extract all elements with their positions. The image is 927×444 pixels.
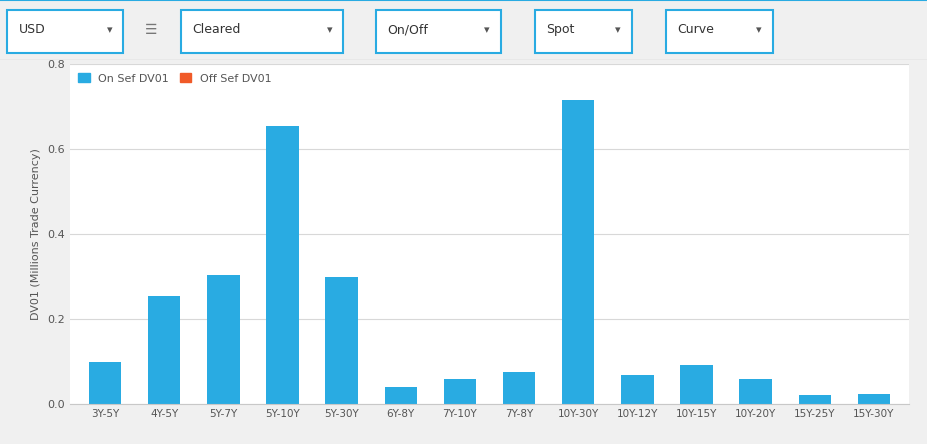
Text: Spot: Spot	[545, 24, 574, 36]
Bar	[562, 100, 594, 404]
Text: USD: USD	[19, 24, 45, 36]
Text: Cleared: Cleared	[192, 24, 240, 36]
Text: ▾: ▾	[107, 25, 112, 35]
Text: ▾: ▾	[615, 25, 620, 35]
Text: ▾: ▾	[326, 25, 332, 35]
FancyBboxPatch shape	[666, 10, 772, 53]
Bar	[798, 395, 831, 404]
Bar	[207, 274, 239, 404]
Bar	[502, 372, 535, 404]
Text: ▾: ▾	[756, 25, 761, 35]
Text: ☰: ☰	[145, 23, 158, 37]
Bar	[147, 296, 180, 404]
Text: On/Off: On/Off	[387, 24, 427, 36]
FancyBboxPatch shape	[181, 10, 343, 53]
Bar	[679, 365, 712, 404]
FancyBboxPatch shape	[534, 10, 631, 53]
Y-axis label: DV01 (Millions Trade Currency): DV01 (Millions Trade Currency)	[32, 148, 42, 320]
FancyBboxPatch shape	[375, 10, 501, 53]
Bar	[620, 375, 653, 404]
Bar	[266, 126, 298, 404]
Bar	[443, 380, 476, 404]
Text: ▾: ▾	[484, 25, 489, 35]
Legend: On Sef DV01, Off Sef DV01: On Sef DV01, Off Sef DV01	[75, 70, 275, 87]
Bar	[857, 394, 889, 404]
Bar	[89, 361, 121, 404]
Bar	[384, 387, 416, 404]
Text: Curve: Curve	[677, 24, 714, 36]
Bar	[739, 379, 771, 404]
FancyBboxPatch shape	[7, 10, 123, 53]
Bar	[325, 277, 358, 404]
